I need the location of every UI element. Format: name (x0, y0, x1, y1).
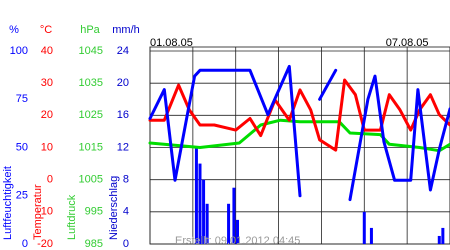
y-tick-label: 1005 (79, 174, 103, 186)
y-tick-label: -20 (37, 238, 53, 250)
y-tick-label: 1045 (79, 45, 103, 57)
precipitation-bar (205, 203, 209, 244)
y-tick-label: 0 (123, 238, 129, 250)
y-tick-label: 8 (123, 174, 129, 186)
precipitation-bar (437, 235, 441, 244)
precipitation-bar (198, 163, 202, 244)
axis-unit: °C (40, 24, 52, 36)
precipitation-bar (369, 227, 373, 244)
axis-label: Luftdruck (66, 194, 78, 240)
y-tick-label: 40 (41, 45, 53, 57)
y-tick-label: 1015 (79, 141, 103, 153)
date-label: 01.08.05 (150, 37, 193, 49)
axis-unit: mm/h (112, 24, 140, 36)
precipitation-bar (232, 187, 236, 244)
footer: Erstellt: 09.01.2012 04:45 (175, 235, 300, 247)
y-tick-label: 0 (47, 174, 53, 186)
y-tick-label: 10 (41, 141, 53, 153)
y-tick-label: 1025 (79, 109, 103, 121)
y-tick-label: 75 (16, 93, 28, 105)
date-label: 07.08.05 (386, 37, 429, 49)
precipitation-bar (362, 211, 366, 244)
axis-unit: % (9, 24, 19, 36)
y-tick-label: 100 (10, 45, 28, 57)
axis-label: Temperatur (32, 184, 44, 240)
precipitation-bar (236, 219, 239, 244)
y-tick-label: -10 (37, 206, 53, 218)
y-tick-label: 995 (85, 206, 103, 218)
axis-label: Niederschlag (108, 176, 120, 240)
y-tick-label: 0 (22, 238, 28, 250)
precipitation-bar (441, 227, 445, 244)
y-tick-label: 1035 (79, 77, 103, 89)
y-tick-label: 24 (117, 45, 129, 57)
axis-label: Luftfeuchtigkeit (2, 166, 14, 240)
y-tick-label: 25 (16, 190, 28, 202)
axis-unit: hPa (80, 24, 100, 36)
series-line (148, 64, 450, 202)
y-tick-label: 12 (117, 141, 129, 153)
y-tick-label: 30 (41, 77, 53, 89)
precipitation-bar (202, 179, 206, 244)
y-tick-label: 16 (117, 109, 129, 121)
y-tick-label: 985 (85, 238, 103, 250)
series-line (148, 78, 450, 152)
y-tick-label: 4 (123, 206, 129, 218)
y-tick-label: 50 (16, 141, 28, 153)
precipitation-bar (194, 147, 198, 244)
y-tick-label: 20 (117, 77, 129, 89)
y-tick-label: 20 (41, 109, 53, 121)
precipitation-bar (227, 203, 231, 244)
